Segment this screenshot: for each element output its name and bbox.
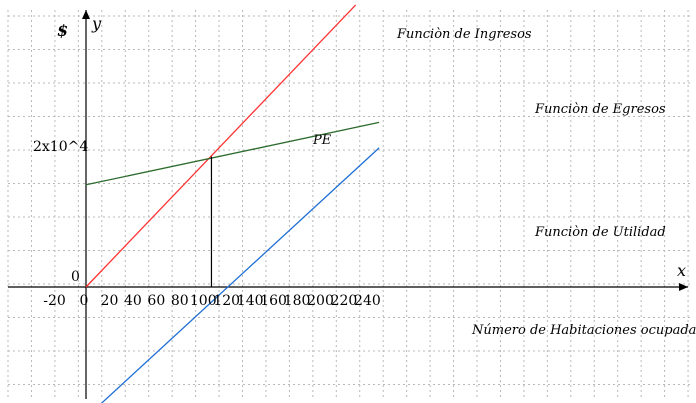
y-axis-name: y	[91, 14, 102, 33]
grid	[7, 10, 692, 399]
x-caption: Número de Habitaciones ocupadas	[471, 323, 696, 338]
series-line-3	[100, 147, 380, 403]
x-tick-label: 180	[284, 293, 311, 309]
y-tick-label: 2x10^4	[33, 139, 88, 155]
x-tick-label: 200	[307, 293, 334, 309]
series-lines	[85, 4, 380, 403]
x-tick-label: 60	[147, 293, 165, 309]
x-tick-label: 0	[80, 293, 89, 309]
x-tick-label: 80	[171, 293, 189, 309]
x-tick-label: 40	[124, 293, 142, 309]
x-tick-label: 140	[237, 293, 264, 309]
x-tick-label: 20	[101, 293, 119, 309]
axes	[8, 10, 688, 399]
series-label-egresos: Funciòn de Egresos	[534, 102, 666, 117]
y-axis-arrow	[82, 10, 90, 19]
x-tick-label: 160	[260, 293, 287, 309]
x-tick-label: 240	[354, 293, 381, 309]
x-tick-label: 100	[190, 293, 217, 309]
origin-label: 0	[71, 269, 80, 285]
x-axis-name: x	[677, 261, 686, 280]
series-label-ingresos: Funciòn de Ingresos	[396, 27, 532, 42]
x-tick-label: 220	[331, 293, 358, 309]
series-line-1	[85, 4, 357, 288]
pe-annotation: PE	[312, 133, 332, 148]
x-axis-arrow	[679, 283, 688, 291]
series-label-utilidad: Funciòn de Utilidad	[534, 225, 666, 240]
series-line-2	[85, 121, 380, 186]
x-tick-label: 120	[213, 293, 240, 309]
y-unit-label: $	[57, 21, 68, 40]
x-tick-label: -20	[43, 293, 66, 309]
